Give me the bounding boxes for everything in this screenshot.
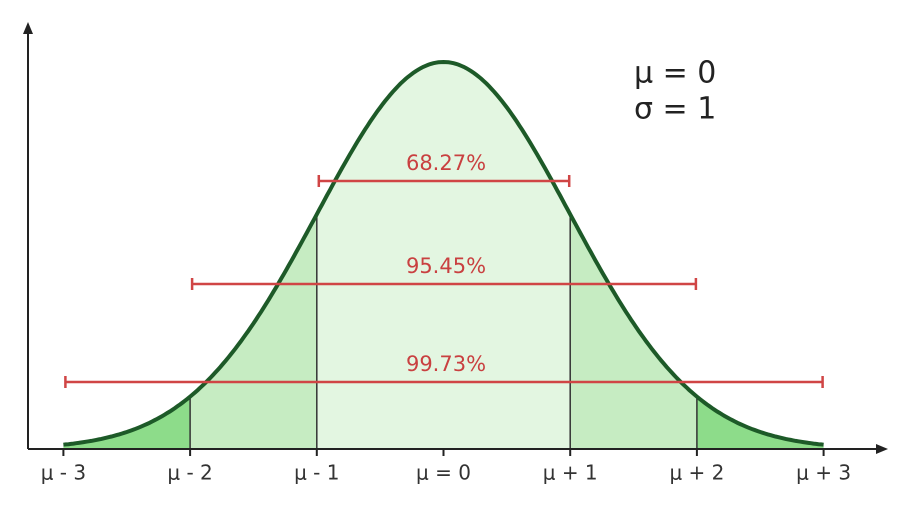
bell-curve xyxy=(63,59,824,447)
sd-parameter: σ = 1 xyxy=(634,92,716,127)
interval-label: 68.27% xyxy=(406,151,486,175)
interval-label: 95.45% xyxy=(406,254,486,278)
x-tick-label: μ - 2 xyxy=(167,461,212,485)
region xyxy=(63,396,191,449)
y-axis-arrow xyxy=(23,22,33,34)
x-tick-label: μ + 3 xyxy=(796,461,851,485)
x-tick-label: μ + 1 xyxy=(543,461,598,485)
x-tick-label: μ - 3 xyxy=(41,461,86,485)
mean-parameter: μ = 0 xyxy=(634,56,716,91)
sigma-lines xyxy=(189,214,698,449)
x-tick-label: μ - 1 xyxy=(294,461,339,485)
x-tick-label: μ + 2 xyxy=(669,461,724,485)
x-axis-labels: μ - 3 μ - 2 μ - 1 μ = 0 μ + 1 μ + 2 μ + 3 xyxy=(41,449,851,485)
interval-bars: 68.27% 95.45% 99.73% xyxy=(64,151,824,388)
region xyxy=(316,62,571,449)
x-axis-arrow xyxy=(876,444,888,454)
region xyxy=(696,396,824,449)
x-tick-label: μ = 0 xyxy=(416,461,471,485)
interval-label: 99.73% xyxy=(406,352,486,376)
